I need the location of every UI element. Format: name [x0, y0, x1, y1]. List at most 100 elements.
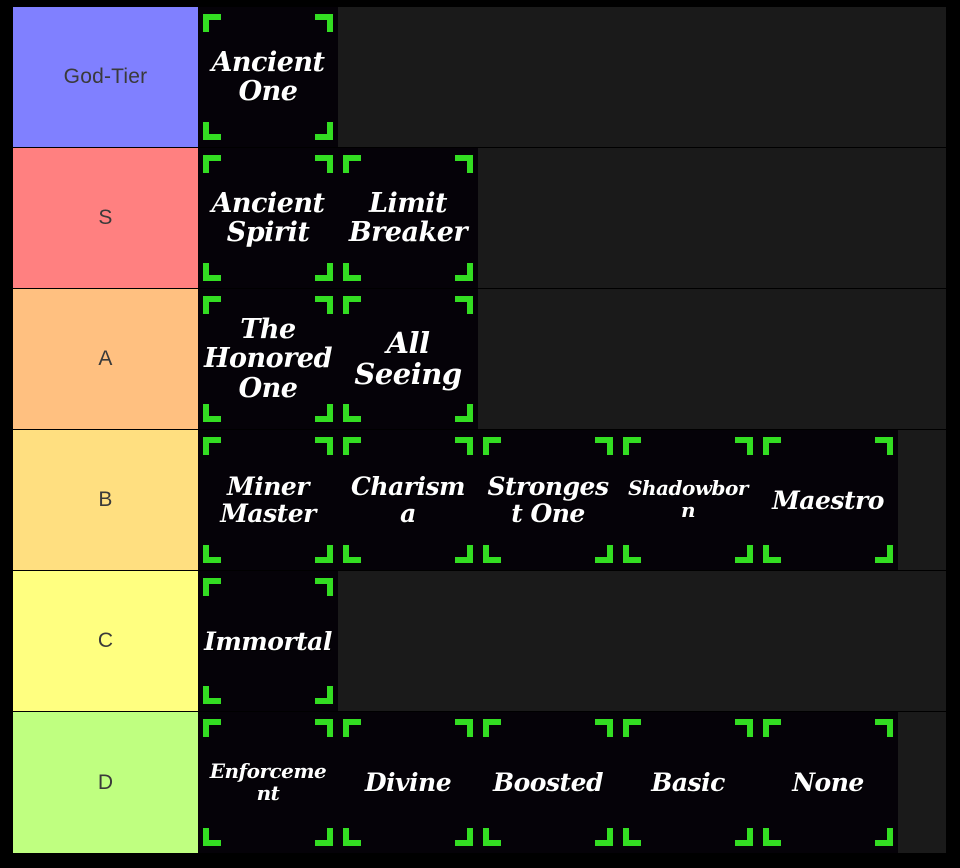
- tier-item[interactable]: None: [758, 712, 898, 853]
- tier-item-label: Ancient Spirit: [211, 187, 325, 248]
- tier-item[interactable]: Basic: [618, 712, 758, 853]
- selection-corner-tl-icon: [203, 719, 221, 737]
- right-margin: [946, 0, 960, 868]
- tier-item[interactable]: All Seeing: [338, 289, 478, 429]
- selection-corner-tl-icon: [203, 437, 221, 455]
- selection-corner-tr-icon: [315, 155, 333, 173]
- tier-label-b[interactable]: B: [13, 430, 198, 570]
- selection-corner-bl-icon: [203, 828, 221, 846]
- tier-item[interactable]: Maestro: [758, 430, 898, 570]
- selection-corner-bl-icon: [343, 828, 361, 846]
- selection-corner-tr-icon: [875, 437, 893, 455]
- tier-item-label: None: [792, 768, 864, 797]
- tier-label-c[interactable]: C: [13, 571, 198, 711]
- tier-item-label: Enforcement: [209, 758, 327, 805]
- tier-item-label: Basic: [651, 768, 725, 797]
- tier-item[interactable]: Shadowborn: [618, 430, 758, 570]
- selection-corner-bl-icon: [203, 686, 221, 704]
- selection-corner-br-icon: [455, 545, 473, 563]
- tier-label-d[interactable]: D: [13, 712, 198, 853]
- selection-corner-bl-icon: [483, 545, 501, 563]
- tier-item-label: Boosted: [493, 768, 604, 797]
- tier-item-label: All Seeing: [354, 325, 462, 391]
- tier-item[interactable]: Immortal: [198, 571, 338, 711]
- top-margin: [0, 0, 960, 7]
- selection-corner-bl-icon: [343, 263, 361, 281]
- selection-corner-bl-icon: [483, 828, 501, 846]
- tier-row-empty-space[interactable]: [338, 571, 959, 711]
- tier-row-empty-space[interactable]: [478, 148, 959, 288]
- selection-corner-bl-icon: [763, 828, 781, 846]
- tier-item-label: Ancient One: [211, 46, 325, 107]
- selection-corner-br-icon: [315, 263, 333, 281]
- selection-corner-tl-icon: [203, 296, 221, 314]
- tier-label-god-tier[interactable]: God-Tier: [13, 7, 198, 147]
- tier-item[interactable]: Miner Master: [198, 430, 338, 570]
- tier-rows-container: God-Tier Ancient One S Ancient Spirit Limit …: [13, 7, 959, 853]
- selection-corner-tl-icon: [343, 437, 361, 455]
- selection-corner-tl-icon: [343, 719, 361, 737]
- selection-corner-tl-icon: [203, 155, 221, 173]
- selection-corner-tr-icon: [455, 296, 473, 314]
- selection-corner-br-icon: [455, 263, 473, 281]
- selection-corner-tr-icon: [595, 719, 613, 737]
- tier-item[interactable]: Boosted: [478, 712, 618, 853]
- tier-row: B Miner Master Charisma Strongest One Shadow…: [13, 430, 959, 571]
- tier-item-label: Maestro: [772, 485, 884, 515]
- tier-item[interactable]: Enforcement: [198, 712, 338, 853]
- selection-corner-bl-icon: [343, 404, 361, 422]
- selection-corner-tl-icon: [483, 719, 501, 737]
- tier-item-label: Miner Master: [220, 472, 316, 528]
- tier-row: D Enforcement Divine Boosted Basic None: [13, 712, 959, 853]
- selection-corner-tl-icon: [763, 719, 781, 737]
- tier-item[interactable]: Ancient One: [198, 7, 338, 147]
- selection-corner-bl-icon: [623, 828, 641, 846]
- selection-corner-br-icon: [315, 686, 333, 704]
- selection-corner-bl-icon: [203, 545, 221, 563]
- selection-corner-tl-icon: [623, 437, 641, 455]
- tier-row: C Immortal: [13, 571, 959, 712]
- tier-row: S Ancient Spirit Limit Breaker: [13, 148, 959, 289]
- selection-corner-br-icon: [315, 404, 333, 422]
- selection-corner-tl-icon: [483, 437, 501, 455]
- tier-item[interactable]: Limit Breaker: [338, 148, 478, 288]
- tier-row-empty-space[interactable]: [338, 7, 959, 147]
- selection-corner-tr-icon: [735, 719, 753, 737]
- selection-corner-bl-icon: [343, 545, 361, 563]
- selection-corner-tr-icon: [315, 719, 333, 737]
- tier-label-a[interactable]: A: [13, 289, 198, 429]
- selection-corner-br-icon: [735, 828, 753, 846]
- selection-corner-tr-icon: [455, 155, 473, 173]
- tier-item-label: Divine: [364, 768, 452, 797]
- tier-item-label: Limit Breaker: [348, 187, 468, 248]
- selection-corner-tr-icon: [455, 437, 473, 455]
- selection-corner-bl-icon: [623, 545, 641, 563]
- selection-corner-br-icon: [735, 545, 753, 563]
- tier-row-empty-space[interactable]: [478, 289, 959, 429]
- tier-items: Ancient One: [198, 7, 959, 147]
- tier-item[interactable]: The Honored One: [198, 289, 338, 429]
- selection-corner-tl-icon: [203, 14, 221, 32]
- selection-corner-bl-icon: [203, 122, 221, 140]
- tier-item[interactable]: Ancient Spirit: [198, 148, 338, 288]
- tier-items: Ancient Spirit Limit Breaker: [198, 148, 959, 288]
- selection-corner-br-icon: [315, 122, 333, 140]
- tier-item-label: Shadowborn: [628, 476, 748, 522]
- selection-corner-tl-icon: [343, 155, 361, 173]
- tier-item[interactable]: Divine: [338, 712, 478, 853]
- tier-items: The Honored One All Seeing: [198, 289, 959, 429]
- tier-item[interactable]: Strongest One: [478, 430, 618, 570]
- selection-corner-tr-icon: [315, 296, 333, 314]
- selection-corner-br-icon: [455, 404, 473, 422]
- selection-corner-br-icon: [315, 545, 333, 563]
- tier-item[interactable]: Charisma: [338, 430, 478, 570]
- selection-corner-tr-icon: [735, 437, 753, 455]
- selection-corner-tr-icon: [455, 719, 473, 737]
- selection-corner-tr-icon: [875, 719, 893, 737]
- tier-label-s[interactable]: S: [13, 148, 198, 288]
- tier-item-label: Strongest One: [487, 472, 609, 528]
- tier-row: God-Tier Ancient One: [13, 7, 959, 148]
- selection-corner-bl-icon: [203, 404, 221, 422]
- tier-item-label: Charisma: [351, 472, 465, 528]
